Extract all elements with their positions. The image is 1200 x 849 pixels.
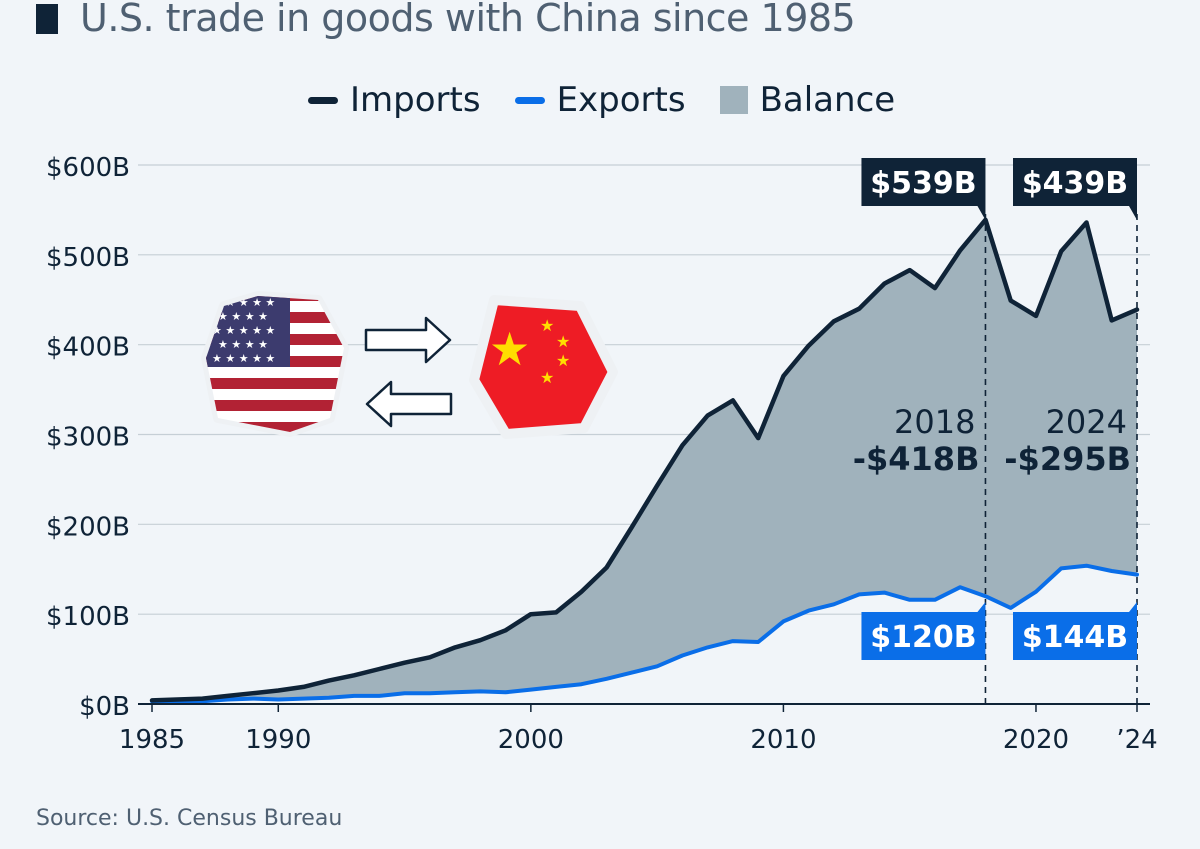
imports-callout-value: $439B: [1022, 166, 1128, 201]
y-tick-label: $200B: [46, 512, 130, 542]
x-tick-label: 2020: [1003, 725, 1069, 755]
legend-item-exports: Exports: [514, 80, 686, 120]
balance-value-label: -$295B: [1004, 440, 1131, 478]
svg-text:★: ★: [556, 351, 570, 370]
exports-callout-box: [861, 602, 986, 660]
svg-text:★: ★: [489, 322, 530, 376]
imports-callout-box: [1013, 158, 1137, 220]
callout-layer: $539B $120B 2018-$418B $439B $144B 2024-$295B: [853, 158, 1137, 660]
source-note: Source: U.S. Census Bureau: [36, 806, 343, 831]
x-tick-label: 2010: [750, 725, 816, 755]
x-tick-label: 2000: [498, 725, 564, 755]
arrow-left-icon: [365, 380, 453, 428]
svg-text:★ ★ ★ ★: ★ ★ ★ ★: [218, 310, 268, 323]
svg-text:★ ★ ★ ★: ★ ★ ★ ★: [218, 338, 268, 351]
legend-label-imports: Imports: [350, 80, 481, 120]
y-tick-label: $300B: [46, 423, 130, 453]
legend-swatch-imports: [308, 96, 338, 104]
y-tick-label: $500B: [46, 243, 130, 273]
y-tick-label: $600B: [46, 153, 130, 183]
exports-callout-box: [1013, 602, 1137, 660]
balance-year-label: 2024: [1046, 403, 1127, 441]
chart-legend: Imports Exports Balance: [308, 78, 895, 122]
x-tick-label: 1990: [245, 725, 311, 755]
title-accent-bar: [36, 4, 58, 34]
y-tick-label: $400B: [46, 333, 130, 363]
exports-line: [150, 563, 1139, 704]
svg-text:★: ★: [556, 332, 570, 351]
imports-callout-box: [861, 158, 986, 220]
exports-callout-value: $144B: [1022, 620, 1128, 655]
balance-year-label: 2018: [894, 403, 975, 441]
legend-label-exports: Exports: [556, 80, 686, 120]
svg-text:★ ★ ★ ★ ★: ★ ★ ★ ★ ★: [212, 324, 275, 337]
arrow-right-icon: [364, 316, 452, 364]
balance-area: [152, 219, 1137, 702]
legend-item-balance: Balance: [719, 80, 896, 120]
china-flag-icon: ★ ★ ★ ★ ★: [469, 295, 618, 439]
svg-text:★ ★ ★ ★ ★: ★ ★ ★ ★ ★: [212, 352, 275, 365]
x-tick-label: 1985: [119, 725, 185, 755]
exports-callout-value: $120B: [870, 620, 976, 655]
svg-text:★: ★: [540, 316, 554, 335]
y-tick-label: $100B: [46, 602, 130, 632]
imports-line: [149, 217, 1140, 703]
legend-item-imports: Imports: [308, 80, 481, 120]
line-layer: [149, 217, 1140, 704]
area-layer: [152, 219, 1137, 702]
svg-text:★: ★: [540, 368, 554, 387]
y-tick-label: $0B: [79, 692, 130, 722]
legend-swatch-exports: [514, 96, 545, 104]
legend-label-balance: Balance: [759, 80, 896, 120]
imports-callout-value: $539B: [870, 166, 976, 201]
chart-title: U.S. trade in goods with China since 198…: [80, 0, 856, 40]
balance-value-label: -$418B: [853, 440, 980, 478]
x-tick-label: ’24: [1116, 725, 1157, 755]
us-flag-icon: ★ ★ ★ ★ ★ ★ ★ ★ ★ ★ ★ ★ ★ ★ ★ ★ ★ ★ ★ ★ …: [201, 291, 349, 437]
legend-swatch-balance: [719, 86, 748, 114]
axis-layer: $0B $100B $200B $300B $400B $500B $600B 1985 199…: [46, 153, 1158, 755]
